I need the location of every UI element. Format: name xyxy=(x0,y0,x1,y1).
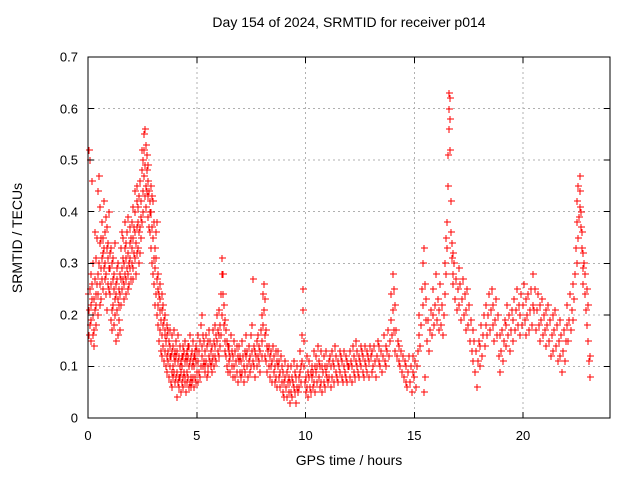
x-tick-label: 20 xyxy=(515,428,531,443)
y-tick-label: 0 xyxy=(70,410,78,426)
y-tick-label: 0.6 xyxy=(59,101,78,117)
y-tick-label: 0.7 xyxy=(59,49,78,65)
x-tick-label: 5 xyxy=(193,428,201,443)
x-tick-label: 0 xyxy=(84,428,92,443)
series-SRMTID xyxy=(85,90,594,407)
x-axis-label: GPS time / hours xyxy=(295,452,403,468)
scatter-points xyxy=(85,90,594,407)
y-tick-label: 0.5 xyxy=(59,152,78,168)
y-tick-label: 0.4 xyxy=(59,204,78,220)
y-tick-label: 0.2 xyxy=(59,307,78,323)
y-tick-label: 0.3 xyxy=(59,255,78,271)
x-tick-label: 10 xyxy=(298,428,313,443)
grid-lines xyxy=(88,57,610,418)
plot-border xyxy=(87,56,611,419)
y-tick-label: 0.1 xyxy=(59,358,78,374)
chart-title: Day 154 of 2024, SRMTID for receiver p01… xyxy=(212,14,486,30)
x-tick-label: 15 xyxy=(407,428,422,443)
axis-frame xyxy=(87,56,611,419)
